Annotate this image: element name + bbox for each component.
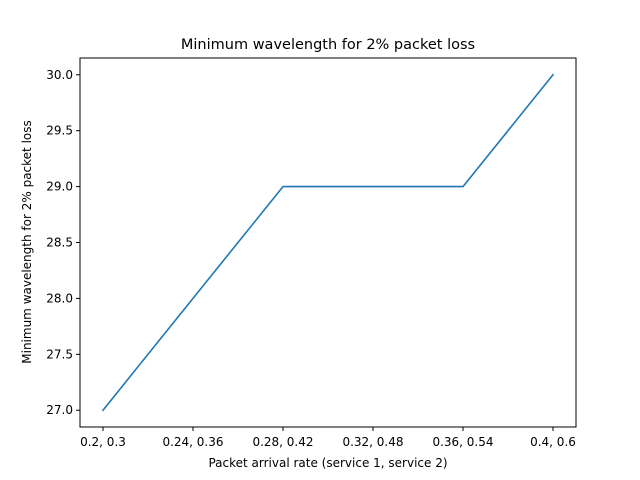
y-tick-label: 28.0 <box>46 291 73 305</box>
y-tick-label: 27.0 <box>46 403 73 417</box>
x-tick-label: 0.24, 0.36 <box>162 435 223 449</box>
series-line <box>101 73 555 412</box>
y-tick-label: 28.5 <box>46 236 73 250</box>
y-axis-title: Minimum wavelength for 2% packet loss <box>20 120 34 363</box>
x-tick-label: 0.36, 0.54 <box>432 435 493 449</box>
y-tick-label: 27.5 <box>46 347 73 361</box>
y-tick-label: 29.0 <box>46 180 73 194</box>
x-tick-label: 0.28, 0.42 <box>252 435 313 449</box>
y-tick-label: 30.0 <box>46 68 73 82</box>
x-tick-label: 0.4, 0.6 <box>530 435 576 449</box>
y-tick-label: 29.5 <box>46 124 73 138</box>
x-tick-label: 0.2, 0.3 <box>80 435 126 449</box>
axes-frame <box>79 57 577 428</box>
x-tick-label: 0.32, 0.48 <box>342 435 403 449</box>
chart-title: Minimum wavelength for 2% packet loss <box>181 37 475 53</box>
x-axis-title: Packet arrival rate (service 1, service … <box>208 456 447 470</box>
plot-area: 0.2, 0.3 0.24, 0.36 0.28, 0.42 0.32, 0.48 0.… <box>46 57 577 449</box>
